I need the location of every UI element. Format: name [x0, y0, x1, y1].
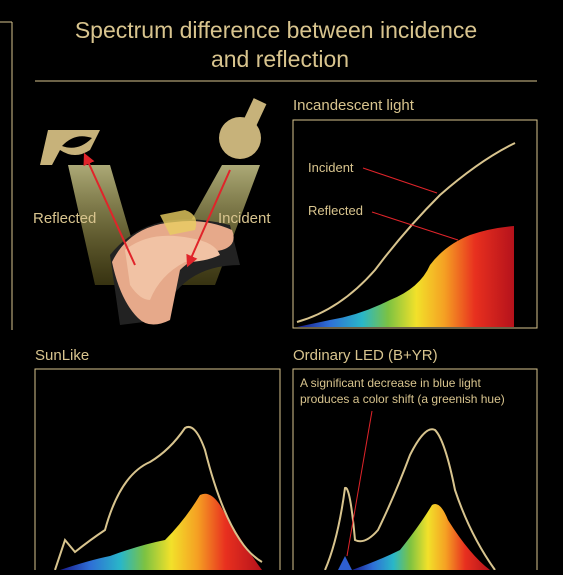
eye-icon	[62, 136, 92, 148]
panel-frame	[292, 368, 538, 575]
hand-highlight	[160, 210, 197, 235]
annotation: A significant decrease in blue light	[300, 376, 481, 390]
illustration: Reflected Incident	[33, 98, 271, 325]
bulb-base	[243, 98, 267, 126]
reflected-arrow	[83, 152, 136, 266]
spectrum-fill	[60, 493, 262, 570]
spectrum-fill	[352, 504, 490, 570]
panel-frame	[34, 368, 281, 575]
sunlike-curve	[54, 426, 263, 571]
spectrum-fill	[297, 226, 514, 327]
bulb	[219, 117, 261, 159]
incident-curve	[296, 142, 516, 323]
annotation: produces a color shift (a greenish hue)	[300, 392, 505, 406]
panel-title: Incandescent light	[293, 97, 415, 114]
panel-title: Ordinary LED (B+YR)	[293, 347, 438, 364]
curve-label: Reflected	[308, 203, 363, 218]
title: and reflection	[211, 46, 349, 72]
incident-arrow	[186, 169, 231, 268]
hand	[125, 235, 220, 300]
pointer	[371, 211, 459, 241]
incident-label: Incident	[218, 210, 271, 227]
panel-title: SunLike	[35, 347, 89, 364]
reflected-label: Reflected	[33, 210, 96, 227]
spectrum-fill	[338, 556, 352, 570]
pointer	[362, 167, 438, 194]
pointer	[346, 410, 373, 557]
title: Spectrum difference between incidence	[75, 17, 477, 43]
curve-label: Incident	[308, 160, 354, 175]
panel-frame	[292, 119, 538, 329]
led-curve	[324, 428, 496, 571]
